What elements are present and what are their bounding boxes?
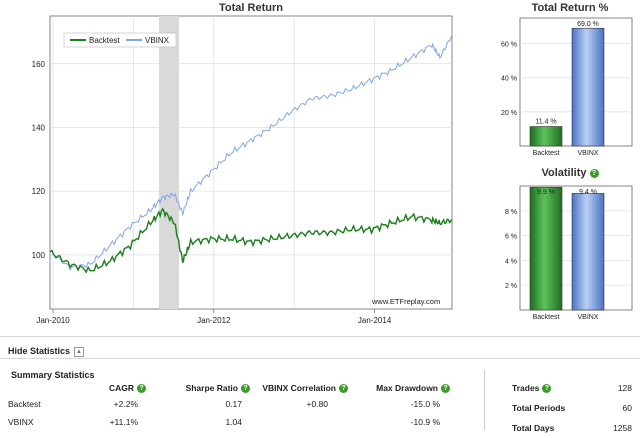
watermark: www.ETFreplay.com <box>371 297 440 306</box>
divider <box>0 336 640 337</box>
bar-vbinx <box>571 27 605 147</box>
row-name: Backtest <box>8 399 41 409</box>
table-row: Total Periods 60 <box>512 398 632 418</box>
header-cagr: CAGR? <box>68 381 146 395</box>
cell-max-drawdown: -15.0 % <box>410 399 440 409</box>
bar-backtest <box>529 126 563 147</box>
hide-statistics-link[interactable]: Hide Statistics ▲ <box>8 346 85 357</box>
label-total-periods: Total Periods <box>512 403 566 413</box>
total-return-bar-chart: 20 % 40 % 60 % 11.4 % Backtest 69.0 % VBINX <box>501 17 633 157</box>
legend-backtest-label: Backtest <box>89 36 120 45</box>
help-icon[interactable]: ? <box>441 384 450 394</box>
y-tick-label: 8 % <box>505 209 517 216</box>
cell-correlation: +0.80 <box>306 399 328 409</box>
total-return-chart: Backtest VBINX www.ETFreplay.com 100 120 1… <box>32 15 453 325</box>
bar-value-label: 69.0 % <box>577 21 599 28</box>
y-tick-label: 100 <box>32 251 46 260</box>
y-tick-label: 4 % <box>505 258 517 265</box>
row-name: VBINX <box>8 417 34 427</box>
bar-backtest <box>529 186 563 311</box>
header-correlation: VBINX Correlation? <box>250 381 348 395</box>
divider <box>0 358 640 359</box>
table-row: Backtest +2.2% 0.17 +0.80 -15.0 % <box>8 395 450 413</box>
value-trades: 128 <box>617 383 632 393</box>
value-total-periods: 60 <box>622 403 632 413</box>
legend-vbinx-label: VBINX <box>145 36 170 45</box>
side-stats-table: Trades? 128 Total Periods 60 Total Days … <box>512 378 632 438</box>
table-row: VBINX +11.1% 1.04 -10.9 % <box>8 413 450 431</box>
recession-band <box>159 16 179 309</box>
label-trades: Trades? <box>512 378 582 398</box>
y-tick-label: 2 % <box>505 283 517 290</box>
category-label: VBINX <box>577 150 598 157</box>
table-row: Total Days 1258 <box>512 418 632 438</box>
header-max-drawdown: Max Drawdown? <box>348 381 450 395</box>
x-tick-label: Jan-2014 <box>358 316 392 325</box>
x-tick-label: Jan-2012 <box>197 316 231 325</box>
label-total-days: Total Days <box>512 423 555 433</box>
help-icon[interactable]: ? <box>241 384 250 394</box>
y-tick-label: 20 % <box>501 110 517 117</box>
volatility-title-text: Volatility <box>541 167 587 179</box>
table-row: Trades? 128 <box>512 378 632 398</box>
plot-area <box>49 15 453 310</box>
category-label: Backtest <box>533 150 560 157</box>
collapse-icon: ▲ <box>74 346 85 357</box>
series-backtest-line <box>49 207 453 274</box>
volatility-bar-chart: 2 % 4 % 6 % 8 % 9.9 % Backtest 9.4 % VBINX <box>505 185 633 321</box>
value-total-days: 1258 <box>613 423 632 433</box>
summary-statistics-title: Summary Statistics <box>11 370 95 380</box>
header-sharpe: Sharpe Ratio? <box>146 381 250 395</box>
series-vbinx-line <box>49 34 453 271</box>
y-tick-label: 140 <box>32 123 46 132</box>
cell-sharpe: 0.17 <box>225 399 242 409</box>
cell-cagr: +11.1% <box>109 417 138 427</box>
x-tick-label: Jan-2010 <box>36 316 70 325</box>
cell-correlation <box>250 413 348 431</box>
cell-cagr: +2.2% <box>113 399 138 409</box>
bar-value-label: 9.4 % <box>579 189 597 196</box>
table-header-row: CAGR? Sharpe Ratio? VBINX Correlation? M… <box>8 381 450 395</box>
y-tick-label: 60 % <box>501 42 517 49</box>
y-tick-label: 40 % <box>501 76 517 83</box>
y-tick-label: 160 <box>32 60 46 69</box>
hide-statistics-label: Hide Statistics <box>8 346 71 356</box>
legend <box>63 32 177 48</box>
bar-value-label: 11.4 % <box>535 119 556 126</box>
grid <box>50 16 452 309</box>
help-icon[interactable]: ? <box>137 384 146 394</box>
cell-max-drawdown: -10.9 % <box>410 417 440 427</box>
bar-vbinx <box>571 193 605 311</box>
y-tick-label: 120 <box>32 187 46 196</box>
summary-table: CAGR? Sharpe Ratio? VBINX Correlation? M… <box>8 381 450 431</box>
help-icon[interactable]: ? <box>589 168 599 178</box>
divider <box>484 370 485 430</box>
help-icon[interactable]: ? <box>542 384 552 394</box>
help-icon[interactable]: ? <box>339 384 348 394</box>
volatility-title: Volatility? <box>500 167 640 179</box>
y-tick-label: 6 % <box>505 234 517 241</box>
category-label: VBINX <box>577 314 598 321</box>
total-return-title: Total Return <box>219 2 283 14</box>
category-label: Backtest <box>533 314 560 321</box>
total-return-pct-title: Total Return % <box>531 2 609 14</box>
cell-sharpe: 1.04 <box>225 417 242 427</box>
bar-value-label: 9.9 % <box>537 189 555 196</box>
